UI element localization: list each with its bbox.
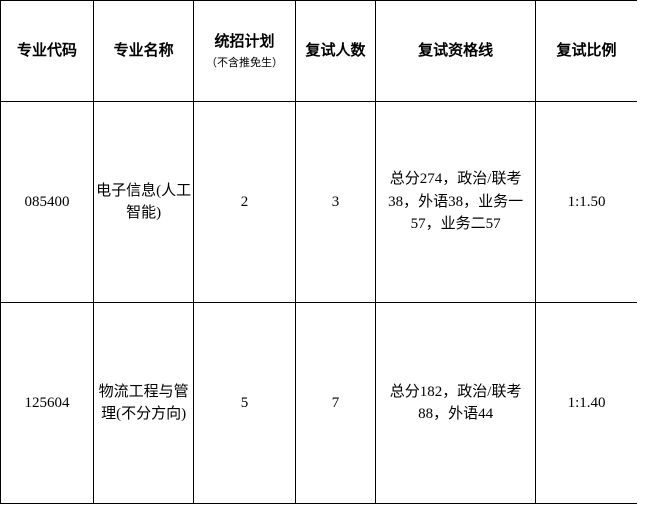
cell-count: 7 [295,303,375,504]
table-row: 085400 电子信息(人工智能) 2 3 总分274，政治/联考38，外语38… [1,102,638,303]
col-header-label: 统招计划 [215,34,275,50]
cell-name: 物流工程与管理(不分方向) [94,303,194,504]
cell-code: 125604 [1,303,94,504]
col-header-name: 专业名称 [94,1,194,102]
cell-count: 3 [295,102,375,303]
cell-plan: 2 [194,102,295,303]
col-header-cutoff: 复试资格线 [376,1,536,102]
table-header-row: 专业代码 专业名称 统招计划 （不含推免生） 复试人数 复试资格线 复试比例 [1,1,638,102]
cell-cutoff: 总分182，政治/联考88，外语44 [376,303,536,504]
table-row: 125604 物流工程与管理(不分方向) 5 7 总分182，政治/联考88，外… [1,303,638,504]
col-header-plan: 统招计划 （不含推免生） [194,1,295,102]
col-header-label: 专业代码 [17,43,77,59]
cell-ratio: 1:1.40 [536,303,637,504]
cell-name: 电子信息(人工智能) [94,102,194,303]
cell-code: 085400 [1,102,94,303]
col-header-sublabel: （不含推免生） [196,55,292,72]
col-header-label: 复试资格线 [418,43,493,59]
admissions-table: 专业代码 专业名称 统招计划 （不含推免生） 复试人数 复试资格线 复试比例 0… [0,0,637,504]
cell-cutoff: 总分274，政治/联考38，外语38，业务一57，业务二57 [376,102,536,303]
col-header-label: 专业名称 [114,43,174,59]
cell-ratio: 1:1.50 [536,102,637,303]
col-header-count: 复试人数 [295,1,375,102]
col-header-ratio: 复试比例 [536,1,637,102]
col-header-label: 复试比例 [557,43,617,59]
col-header-code: 专业代码 [1,1,94,102]
col-header-label: 复试人数 [305,43,365,59]
cell-plan: 5 [194,303,295,504]
